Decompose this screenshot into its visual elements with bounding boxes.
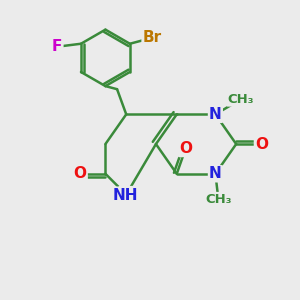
Text: N: N — [120, 187, 133, 202]
Text: CH₃: CH₃ — [205, 193, 232, 206]
Text: O: O — [74, 166, 87, 181]
Text: O: O — [179, 141, 192, 156]
Text: CH₃: CH₃ — [227, 93, 254, 106]
Text: N: N — [209, 166, 222, 181]
Text: NH: NH — [113, 188, 138, 203]
Text: O: O — [255, 136, 268, 152]
Text: N: N — [209, 107, 222, 122]
Text: F: F — [52, 39, 62, 54]
Text: Br: Br — [142, 30, 162, 45]
